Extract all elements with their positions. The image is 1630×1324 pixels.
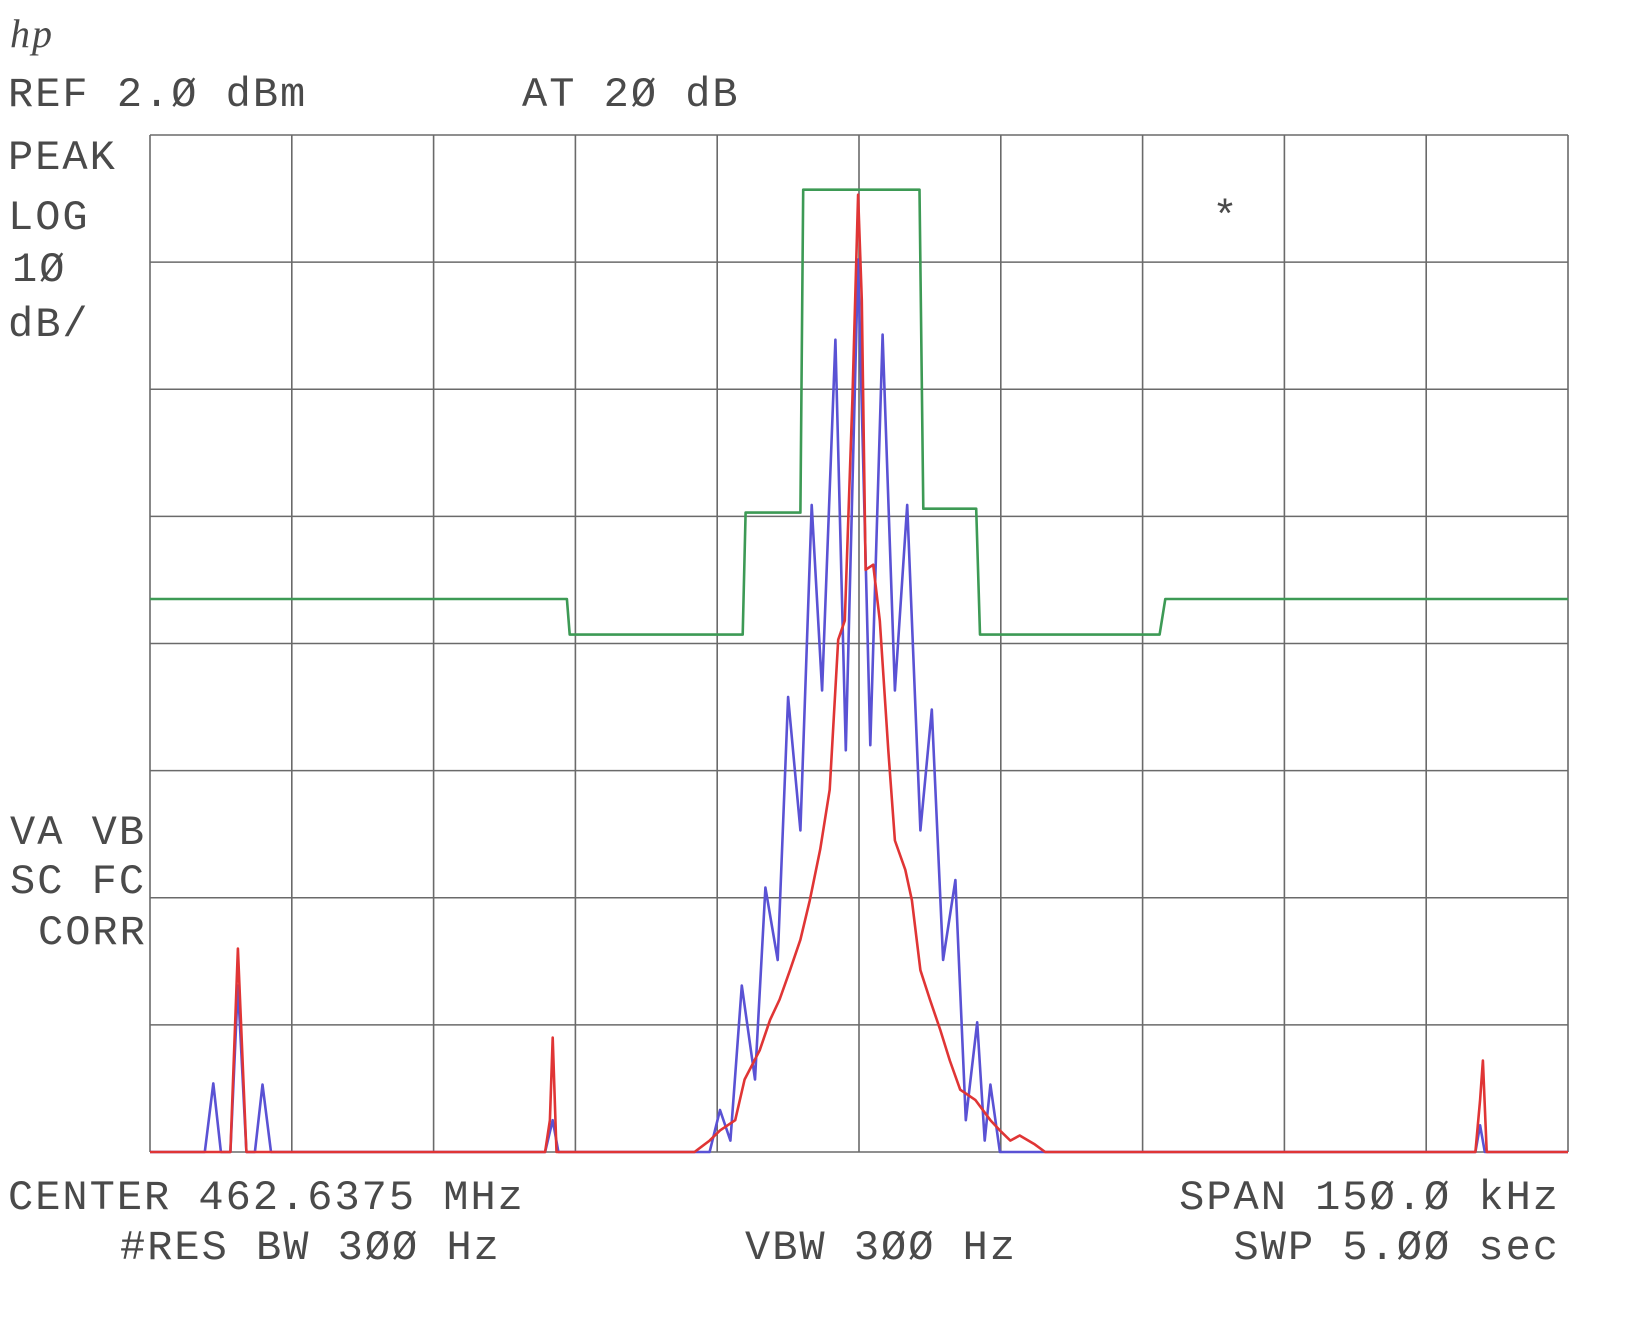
annotation: SWP 5.ØØ sec [1234,1224,1560,1272]
logo: hp [10,11,54,56]
trace-line [150,188,1568,636]
annotation: 1Ø [12,246,66,294]
annotation: PEAK [8,134,117,182]
annotation: AT 2Ø dB [522,71,740,119]
annotation: LOG [8,194,90,242]
annotation: * [1212,194,1239,242]
trace-line [150,258,1568,1154]
annotation: SPAN 15Ø.Ø kHz [1179,1174,1560,1222]
annotation: VBW 3ØØ Hz [745,1224,1017,1272]
trace-line [150,193,1568,1154]
annotation: CENTER 462.6375 MHz [8,1174,525,1222]
annotation: VA VB [10,809,146,857]
annotation: REF 2.Ø dBm [8,71,307,119]
annotation: CORR [38,909,147,957]
annotation: #RES BW 3ØØ Hz [120,1224,501,1272]
annotation: SC FC [10,858,146,906]
annotation: dB/ [8,301,90,349]
